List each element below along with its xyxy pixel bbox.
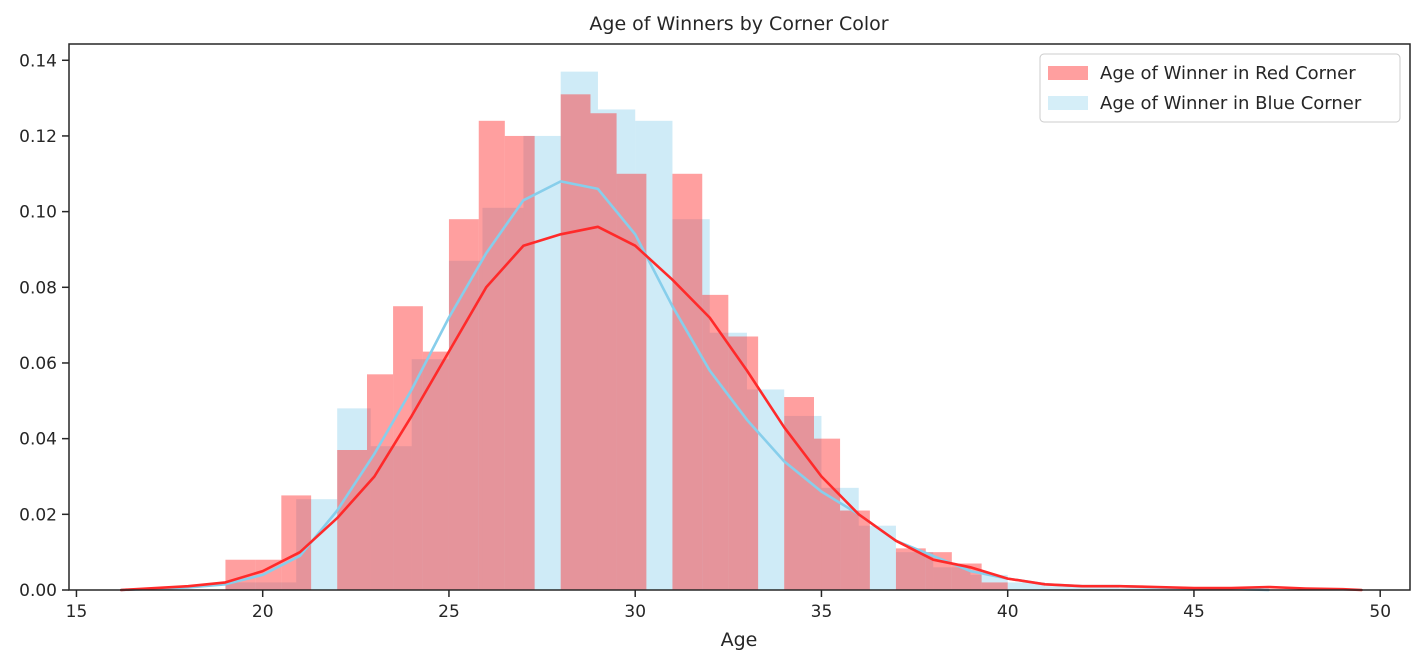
histogram-bar [1119, 588, 1157, 590]
histogram-bar [393, 306, 423, 590]
plot-frame [68, 43, 1411, 591]
histogram-bar [672, 219, 710, 590]
histogram-bar [821, 487, 859, 590]
y-tick-label: 0.06 [19, 354, 57, 374]
histogram-bar [1044, 586, 1083, 590]
histogram-bar [478, 120, 505, 590]
series-bars-0 [225, 94, 1008, 591]
histogram-bar [523, 135, 561, 590]
x-tick-label: 45 [1183, 602, 1205, 622]
histogram-bar [895, 548, 926, 590]
y-tick-label: 0.04 [19, 430, 57, 450]
histogram-bar [635, 120, 673, 590]
histogram-bar [784, 415, 822, 590]
histogram-bar [281, 495, 312, 590]
kde-line-0 [119, 225, 1363, 592]
legend-label: Age of Winner in Red Corner [1100, 63, 1356, 84]
histogram-bar [560, 94, 591, 590]
histogram-bar [814, 438, 841, 590]
x-tick-label: 50 [1369, 602, 1391, 622]
x-tick-label: 15 [66, 602, 88, 622]
legend-swatch [1048, 66, 1088, 80]
histogram-bar [709, 332, 747, 590]
histogram-bar [296, 499, 338, 590]
histogram-bar [970, 574, 1008, 590]
histogram-bar [597, 109, 636, 590]
histogram-bar [746, 389, 785, 590]
histogram-bar [560, 71, 598, 590]
histogram-bar [504, 135, 535, 590]
kde-lines [119, 180, 1363, 592]
histogram-bar [895, 552, 934, 590]
legend-box [1039, 53, 1401, 123]
y-tick-label: 0.02 [19, 505, 57, 525]
histogram-bar [367, 374, 394, 590]
x-tick-label: 30 [624, 602, 646, 622]
histogram-bar [482, 207, 524, 591]
axes: 15 20 25 30 35 40 45 50 0.00 0.02 0.04 0.06 0.08 0.10… [19, 51, 1391, 622]
y-tick-label: 0.08 [19, 278, 57, 298]
histogram-bar [981, 582, 1008, 590]
histogram-bar [411, 359, 449, 590]
series-bars-1 [225, 71, 1194, 591]
x-tick-label: 40 [997, 602, 1019, 622]
histogram-bars [225, 71, 1194, 591]
y-tick-label: 0.14 [19, 51, 57, 71]
histogram-bar [728, 336, 759, 590]
histogram-bar [448, 219, 479, 590]
histogram-bar [784, 397, 814, 590]
y-tick-label: 0.12 [19, 127, 57, 147]
histogram-bar [672, 173, 703, 590]
x-axis-title: Age [721, 629, 758, 651]
histogram-bar [933, 567, 971, 590]
histogram-bar [1007, 582, 1045, 590]
y-tick-label: 0.10 [19, 203, 57, 223]
histogram-bar [225, 582, 297, 590]
histogram-bar [448, 260, 483, 590]
x-tick-label: 35 [811, 602, 833, 622]
chart-title: Age of Winners by Corner Color [589, 13, 888, 35]
x-tick-label: 20 [252, 602, 274, 622]
legend-label: Age of Winner in Blue Corner [1100, 93, 1362, 114]
histogram-bar [590, 113, 617, 591]
histogram-bar [616, 173, 647, 590]
x-tick-label: 25 [438, 602, 460, 622]
histogram-bar [702, 294, 729, 590]
histogram-bar [1082, 586, 1120, 590]
y-tick-label: 0.00 [19, 581, 57, 601]
histogram-bar [840, 510, 870, 590]
legend: Age of Winner in Red Corner Age of Winner… [1039, 53, 1401, 123]
legend-swatch [1048, 96, 1088, 110]
